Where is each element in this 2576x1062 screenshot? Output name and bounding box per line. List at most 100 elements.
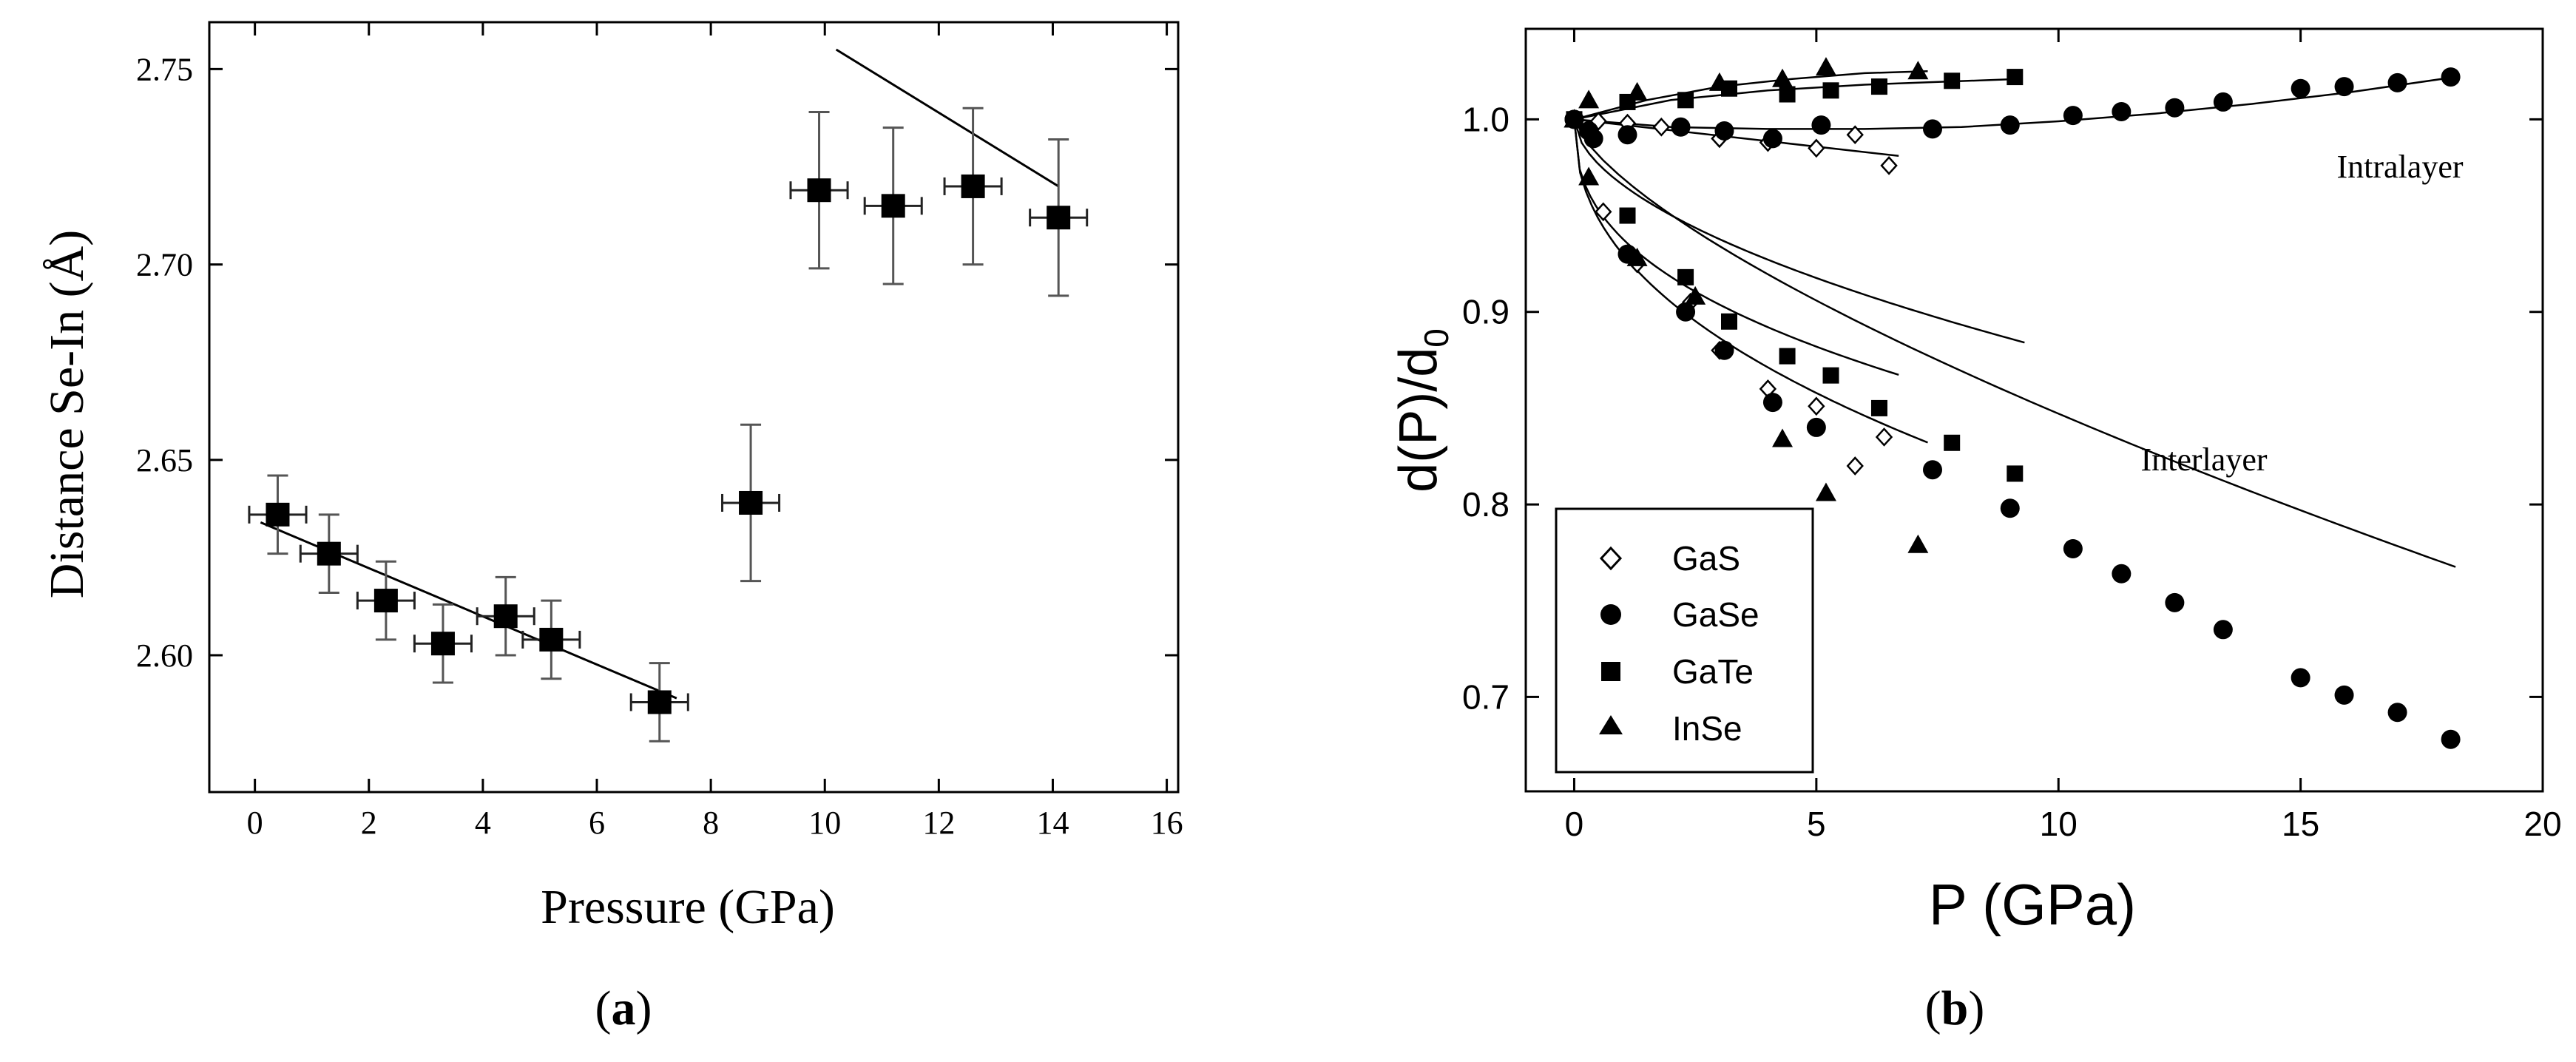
data-point-gase-intralayer (2334, 77, 2354, 97)
y-axis-label-b-main: d(P)/d (1389, 348, 1448, 493)
data-point-gate-interlayer (1779, 348, 1796, 365)
data-point-gase-interlayer (2165, 592, 2185, 612)
data-point-gate-intralayer (1779, 86, 1796, 103)
data-point-inse-interlayer (1907, 534, 1929, 553)
data-point-gas-interlayer (1808, 396, 1825, 416)
x-tick-label-b: 10 (2040, 805, 2078, 843)
x-axis-label-a: Pressure (GPa) (541, 880, 835, 934)
data-point-a (943, 106, 1003, 266)
data-point-inse-intralayer (1772, 68, 1794, 87)
data-point-a (1029, 138, 1089, 297)
square-marker (317, 541, 341, 566)
y-axis-label-b: d(P)/d0 (1389, 328, 1456, 493)
data-point-inse-interlayer (1815, 482, 1836, 501)
data-point-gas-interlayer (1875, 427, 1893, 447)
data-point-gase-intralayer (2112, 101, 2132, 121)
data-point-a (521, 599, 581, 680)
x-tick-label-b: 0 (1565, 805, 1584, 843)
x-tick-label-a: 10 (808, 805, 841, 841)
legend-b: GaS GaSe GaTe InSe (1555, 507, 1814, 774)
data-point-gase-intralayer (1714, 121, 1734, 141)
series-inse (1563, 57, 1929, 553)
legend-label-inse: InSe (1672, 709, 1742, 748)
interlayer-fit-inse (1573, 119, 1928, 444)
annotation-interlayer: Interlayer (2141, 442, 2268, 478)
data-point-gase-interlayer (2112, 564, 2132, 584)
square-marker (881, 194, 905, 218)
data-point-gas-interlayer (1846, 456, 1864, 476)
data-point-a (413, 603, 473, 684)
data-point-a (248, 474, 308, 555)
data-point-a (356, 560, 416, 641)
x-tick-label-a: 8 (703, 805, 719, 841)
data-point-inse-intralayer (1626, 81, 1648, 101)
legend-box (1555, 507, 1814, 774)
legend-marker-gas (1599, 546, 1623, 571)
square-marker (1047, 206, 1071, 230)
data-point-a (721, 423, 781, 583)
axes-b: 0 5 10 15 20 0.7 0.8 0.9 1.0 (1462, 29, 2562, 843)
data-point-gase-intralayer (2063, 106, 2083, 126)
fit-lines-b (1573, 70, 2456, 568)
y-tick-label-a: 2.75 (136, 51, 193, 87)
data-point-gase-interlayer (2441, 729, 2461, 749)
chart-panel-a: 0 2 4 6 8 10 12 14 16 2.60 2.65 2.70 2.75 Pressure (… (40, 21, 1183, 934)
data-point-gase-interlayer (2334, 685, 2354, 705)
legend-marker-gate (1601, 662, 1620, 681)
data-point-gase-intralayer (2291, 78, 2310, 98)
data-point-gate-interlayer (1721, 313, 1737, 330)
data-point-gase-intralayer (1811, 115, 1831, 135)
legend-label-gase: GaSe (1672, 595, 1759, 634)
data-point-gas-intralayer (1880, 155, 1898, 175)
data-point-gase-intralayer (2165, 98, 2185, 118)
x-tick-label-a: 2 (361, 805, 377, 841)
data-point-gase-intralayer (1762, 129, 1782, 149)
data-point-inse-interlayer (1563, 109, 1585, 128)
data-point-gase-interlayer (2000, 498, 2020, 518)
data-point-inse-interlayer (1772, 428, 1794, 447)
data-point-gase-intralayer (1671, 117, 1691, 137)
axes-a: 0 2 4 6 8 10 12 14 16 2.60 2.65 2.70 2.75 (136, 22, 1183, 841)
legend-label-gate: GaTe (1672, 652, 1754, 691)
legend-label-gas: GaS (1672, 539, 1740, 578)
data-points-a (248, 106, 1089, 743)
square-marker (539, 627, 564, 652)
plot-frame-a (208, 21, 1180, 794)
square-marker (647, 690, 672, 714)
square-marker (493, 604, 518, 629)
square-marker (739, 490, 763, 515)
square-marker (807, 178, 831, 203)
data-point-gate-interlayer (1870, 399, 1887, 416)
x-axis-label-b: P (GPa) (1929, 872, 2136, 937)
y-axis-label-b-sub: 0 (1417, 328, 1456, 348)
data-point-gate-interlayer (1822, 367, 1839, 384)
data-point-gase-interlayer (2291, 668, 2310, 688)
data-point-gase-interlayer (1762, 393, 1782, 413)
data-point-inse-interlayer (1626, 247, 1648, 266)
x-tick-label-a: 14 (1036, 805, 1069, 841)
series-gas (1565, 109, 1898, 476)
data-point-gase-interlayer (1806, 417, 1826, 437)
square-marker (430, 632, 455, 656)
data-point-gate-interlayer (1944, 434, 1961, 451)
data-point-gate-intralayer (1677, 92, 1694, 109)
data-point-a (629, 662, 689, 743)
interlayer-fit-gate (1573, 119, 2025, 344)
data-point-a (299, 513, 359, 595)
legend-item-gas: GaS (1599, 539, 1740, 578)
interlayer-fit-gase (1573, 118, 2456, 568)
legend-marker-inse (1599, 715, 1623, 734)
data-point-gase-interlayer (2213, 620, 2233, 640)
data-point-gase-intralayer (2387, 72, 2407, 92)
x-tick-label-a: 0 (247, 805, 263, 841)
data-point-gate-interlayer (1677, 268, 1694, 285)
legend-item-inse: InSe (1599, 709, 1742, 748)
data-point-inse-intralayer (1578, 89, 1600, 109)
square-marker (373, 589, 398, 613)
data-point-gate-interlayer (2007, 465, 2024, 482)
y-tick-label-b: 0.9 (1462, 293, 1510, 331)
data-point-gate-intralayer (2007, 69, 2024, 86)
data-point-gas-intralayer (1808, 138, 1825, 158)
y-tick-label-b: 0.8 (1462, 485, 1510, 524)
data-point-a (863, 126, 923, 285)
